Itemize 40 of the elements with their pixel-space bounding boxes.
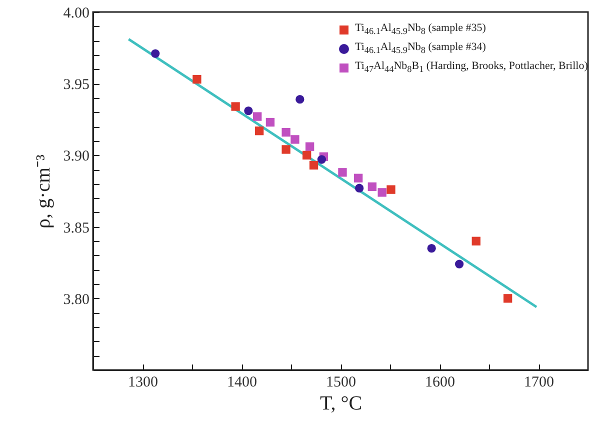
point xyxy=(472,236,480,246)
point xyxy=(503,294,512,303)
legend-label: Ti$_{46.1}$Al$_{45.9}$Nb$_{8}$ (sample #35) xyxy=(355,21,486,38)
point xyxy=(354,174,363,182)
y-tick-label: 3.80 xyxy=(63,292,90,308)
point xyxy=(386,185,396,194)
point xyxy=(244,106,253,116)
point xyxy=(192,74,202,84)
x-tick-label: 1500 xyxy=(326,374,356,390)
legend-label: Ti$_{46.1}$Al$_{45.9}$Nb$_{8}$ (sample #34) xyxy=(355,40,486,58)
text: Ti$_{47}$Al$_{44}$Nb$_{8}$B$_{1}$ (Harding, Brooks, Pottlacher, Brillo) xyxy=(355,60,588,75)
point xyxy=(302,150,312,160)
point xyxy=(254,126,264,136)
x-tick-label: 1400 xyxy=(227,374,257,390)
x-tick-label: 1600 xyxy=(425,374,455,390)
point xyxy=(354,184,364,192)
point xyxy=(282,145,290,154)
point xyxy=(305,142,314,151)
point xyxy=(427,244,436,253)
point xyxy=(338,168,347,177)
y-axis-title: ρ, g·cm⁻³ xyxy=(32,154,54,229)
y-tick-label: 4.00 xyxy=(63,6,90,22)
point xyxy=(266,118,275,127)
y-tick-label: 3.95 xyxy=(63,77,90,94)
point xyxy=(253,112,262,121)
point xyxy=(317,155,326,164)
y-tick-label: 3.90 xyxy=(63,148,90,165)
point xyxy=(368,182,377,192)
x-tick-label: 1300 xyxy=(128,374,158,390)
y-tick-label: 3.85 xyxy=(63,220,90,236)
point xyxy=(290,135,300,144)
point xyxy=(151,49,160,58)
point xyxy=(454,260,464,268)
point xyxy=(378,188,386,197)
point xyxy=(231,102,240,111)
x-tick-label: 1700 xyxy=(524,374,554,390)
point xyxy=(282,128,290,137)
x-axis-title: T, °C xyxy=(320,392,362,414)
point xyxy=(296,95,304,104)
point xyxy=(309,160,318,170)
